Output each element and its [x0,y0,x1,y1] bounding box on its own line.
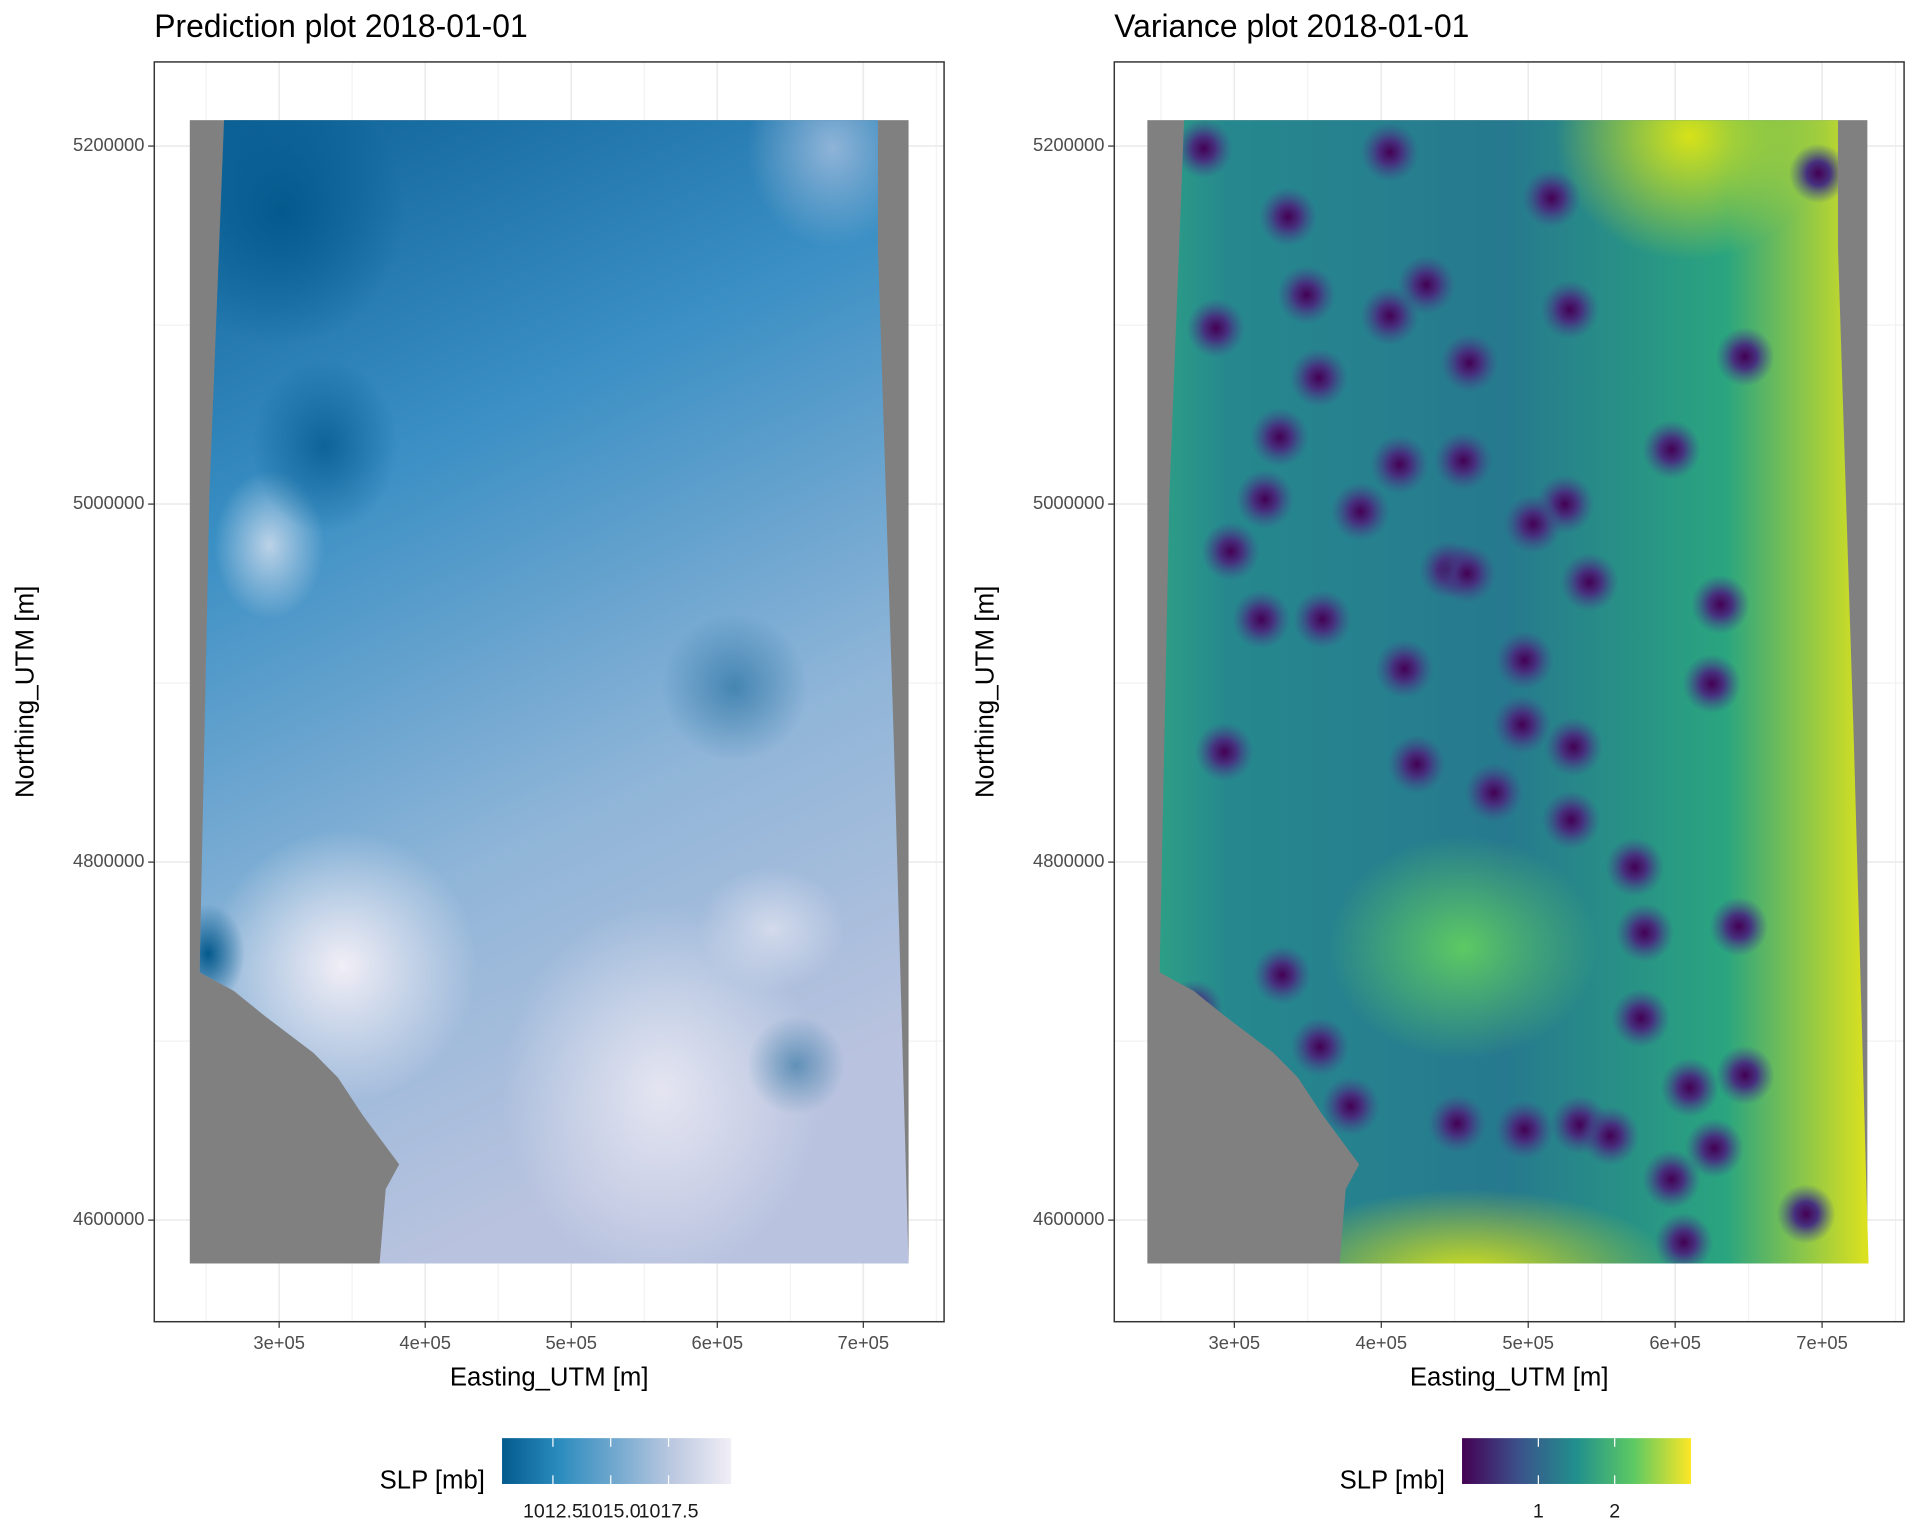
y-tick-label: 5000000 [73,492,144,513]
legend-title: SLP [mb] [380,1466,485,1494]
x-tick-label: 4e+05 [1355,1332,1407,1353]
y-tick-label: 5200000 [73,134,144,155]
panel-border [1113,61,1905,1323]
x-tick-label: 3e+05 [253,1332,305,1353]
panel-border [153,61,945,1323]
x-tick-label: 7e+05 [838,1332,890,1353]
legend-tick-label: 1017.5 [639,1501,699,1523]
x-tick-label: 6e+05 [691,1332,743,1353]
legend-colorbar [502,1438,732,1484]
x-tick-label: 3e+05 [1209,1332,1261,1353]
x-axis-label: Easting_UTM [m] [450,1363,649,1391]
x-axis-label: Easting_UTM [m] [1410,1363,1609,1391]
y-tick-label: 4600000 [1033,1208,1104,1229]
axes: 3e+05 4e+05 5e+05 6e+05 7e+05 4600000 4800000 5… [12,8,1905,1523]
y-tick-label: 4800000 [1033,850,1104,871]
y-tick-label: 4600000 [73,1208,144,1229]
y-tick-label: 5000000 [1033,492,1104,513]
chart-title: Prediction plot 2018-01-01 [154,8,527,44]
x-tick-label: 6e+05 [1649,1332,1701,1353]
y-axis-label: Northing_UTM [m] [972,586,1000,798]
x-tick-label: 4e+05 [399,1332,451,1353]
legend-tick-label: 1015.0 [581,1501,641,1523]
chart-title: Variance plot 2018-01-01 [1114,8,1469,44]
x-tick-label: 7e+05 [1796,1332,1848,1353]
y-tick-label: 5200000 [1033,134,1104,155]
x-tick-label: 5e+05 [1502,1332,1554,1353]
y-axis-label: Northing_UTM [m] [12,586,40,798]
y-tick-label: 4800000 [73,850,144,871]
x-tick-label: 5e+05 [545,1332,597,1353]
prediction-field [189,120,909,1264]
legend-tick-label: 2 [1609,1501,1620,1523]
legend-tick-label: 1012.5 [523,1501,583,1523]
legend-title: SLP [mb] [1340,1466,1445,1494]
legend-colorbar [1462,1438,1692,1484]
legend-tick-label: 1 [1533,1501,1544,1523]
variance-field [1147,120,1869,1264]
